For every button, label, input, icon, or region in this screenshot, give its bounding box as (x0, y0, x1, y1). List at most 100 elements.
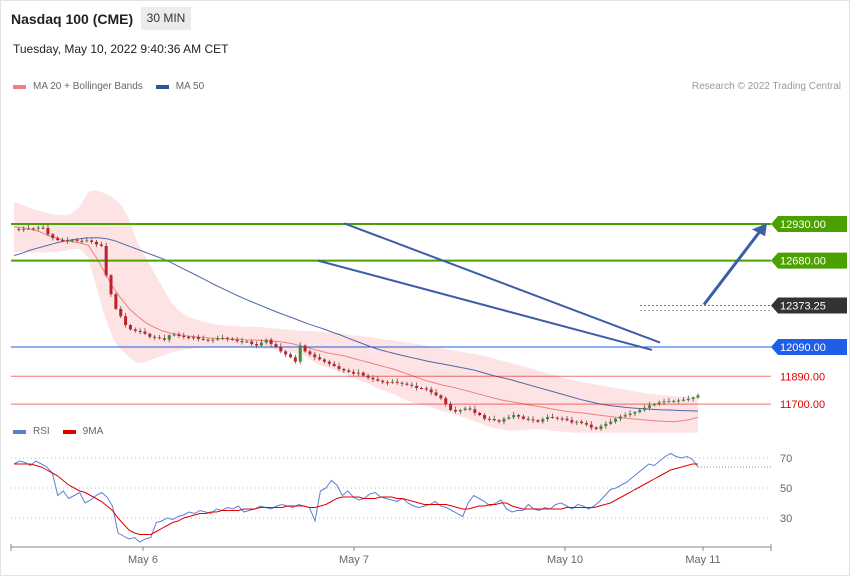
candle-body (94, 241, 98, 245)
candle-body (153, 336, 157, 338)
candle-body (327, 361, 331, 364)
candle-body (41, 227, 45, 229)
candle-body (128, 325, 132, 330)
candle-body (133, 329, 137, 331)
candle-body (196, 337, 200, 339)
projection-arrow-head (752, 223, 767, 237)
report-datetime: Tuesday, May 10, 2022 9:40:36 AM CET (13, 42, 229, 56)
candle-body (167, 335, 171, 340)
level-tag-last (771, 297, 847, 314)
candles (17, 224, 700, 431)
candle-body (119, 308, 123, 317)
candle-body (124, 316, 128, 326)
candle-body (686, 398, 690, 400)
candle-body (604, 423, 608, 427)
time-axis-label: May 11 (685, 554, 720, 566)
candle-body (27, 228, 31, 230)
candle-body (17, 229, 21, 231)
instrument-title: Nasdaq 100 (CME) (11, 11, 134, 27)
candle-body (560, 418, 564, 420)
candle-body (22, 228, 26, 230)
level-tags: 12930.00 12680.00 12373.25 12090.00 11890.00… (771, 216, 847, 411)
candle-body (303, 345, 307, 352)
candle-body (114, 294, 118, 309)
candle-body (158, 337, 162, 339)
rsi-ma9-line (14, 463, 698, 535)
candle-body (104, 245, 108, 276)
rsi-level-label: 70 (780, 453, 792, 465)
candle-body (322, 359, 326, 362)
main-legend: MA 20 + Bollinger Bands MA 50 (13, 81, 204, 92)
candle-body (599, 426, 603, 429)
time-axis-label: May 7 (339, 554, 369, 566)
candle-body (405, 383, 409, 385)
candle-body (240, 341, 244, 343)
candle-body (230, 338, 234, 340)
candle-body (99, 244, 103, 246)
candle-body (657, 402, 661, 405)
level-label-support: 11700.00 (780, 399, 825, 411)
candle-body (643, 407, 647, 410)
candle-body (677, 400, 681, 402)
candle-body (172, 334, 176, 336)
candle-body (138, 330, 142, 332)
candle-body (652, 404, 656, 406)
time-axis: May 6 May 7 May 10 May 11 (10, 544, 772, 566)
candle-body (550, 416, 554, 418)
candle-body (279, 346, 283, 352)
candle-body (429, 389, 433, 393)
candle-body (623, 415, 627, 417)
candle-body (449, 404, 453, 410)
projection-arrow (702, 223, 767, 306)
candle-body (395, 381, 399, 383)
candle-body (415, 385, 419, 388)
candle-body (439, 395, 443, 399)
candle-body (211, 339, 215, 341)
candle-body (332, 363, 336, 367)
candle-body (366, 375, 370, 378)
candle-body (206, 339, 210, 341)
candle-body (463, 408, 467, 410)
candle-body (507, 417, 511, 419)
candle-body (487, 418, 491, 420)
candle-body (672, 400, 676, 402)
candle-body (483, 415, 487, 419)
candle-body (342, 368, 346, 371)
ma20-series-line (13, 226, 699, 423)
candle-body (424, 388, 428, 390)
candle-body (162, 338, 166, 340)
candle-body (318, 357, 322, 360)
candle-body (143, 331, 147, 334)
candle-body (390, 381, 394, 383)
time-axis-label: May 6 (128, 554, 158, 566)
level-label-resistance: 12930.00 (780, 219, 826, 231)
candle-body (473, 409, 477, 413)
level-label-support: 11890.00 (780, 371, 825, 383)
legend-label-ma50: MA 50 (175, 81, 205, 92)
timeframe-badge[interactable]: 30 MIN (141, 7, 191, 30)
candle-body (80, 240, 84, 242)
candle-body (381, 380, 385, 383)
candle-body (85, 240, 89, 242)
candle-body (628, 413, 632, 416)
candle-body (201, 338, 205, 340)
bollinger-band-area (14, 190, 698, 433)
candle-body (148, 333, 152, 337)
trend-line-lower (317, 259, 653, 351)
research-credit: Research © 2022 Trading Central (691, 81, 841, 92)
legend-swatch-9ma (62, 429, 76, 434)
candle-body (259, 342, 263, 346)
candle-body (264, 339, 268, 343)
candle-body (356, 372, 360, 374)
candle-body (191, 337, 195, 339)
candle-body (36, 227, 40, 229)
candle-body (691, 397, 695, 399)
level-tag-resistance (771, 252, 847, 269)
trend-line-upper (343, 222, 661, 344)
candle-body (521, 416, 525, 419)
candle-body (347, 370, 351, 372)
candle-body (400, 382, 404, 384)
candle-body (453, 409, 457, 412)
candle-body (575, 421, 579, 423)
